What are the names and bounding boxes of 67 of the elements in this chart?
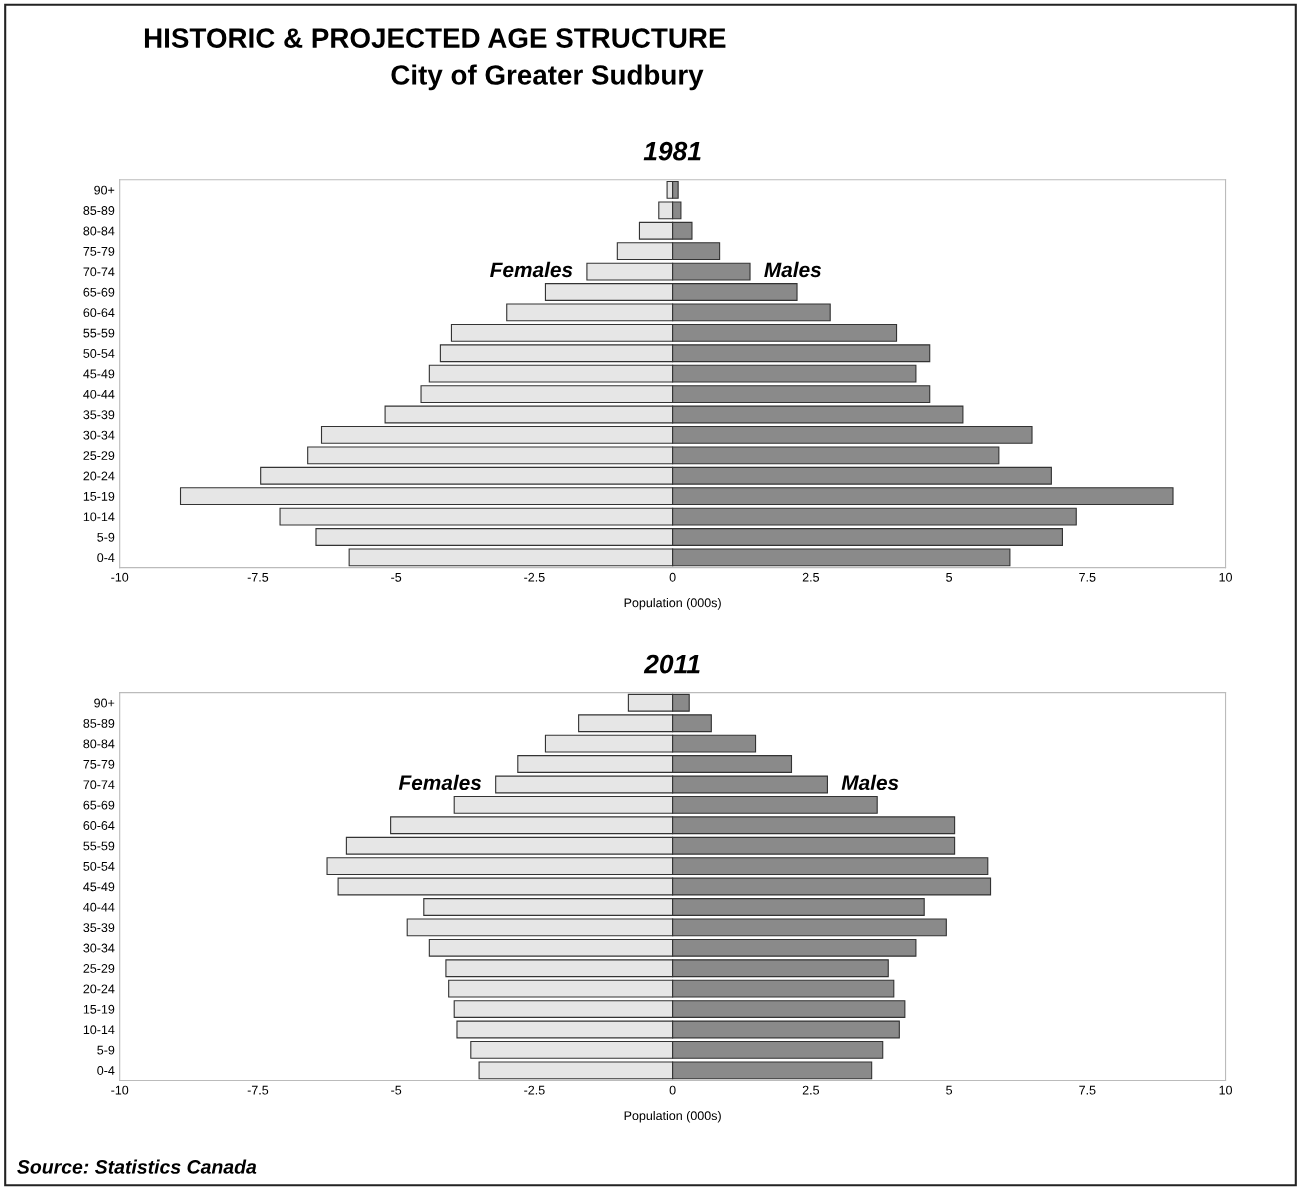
y-tick-label: 90+ [94, 698, 115, 708]
text: City of Greater Sudbury [391, 64, 704, 91]
y-tick-label: 5-9 [97, 1045, 115, 1055]
y-tick-label: 60-64 [83, 821, 115, 830]
y-tick-label: 80-84 [83, 226, 115, 236]
series-label: Males [764, 261, 822, 278]
x-tick-label: 5 [946, 1085, 953, 1095]
y-tick-label: 40-44 [83, 389, 115, 399]
y-tick-label: 90+ [94, 185, 115, 195]
y-tick-label: 75-79 [83, 759, 115, 769]
x-tick-label: 2.5 [802, 1085, 820, 1095]
y-tick-label: 25-29 [83, 964, 115, 973]
y-tick-label: 80-84 [83, 739, 115, 749]
y-tick-label: 45-49 [83, 882, 115, 892]
x-tick-label: 7.5 [1079, 1085, 1096, 1095]
x-tick-label: -10 [111, 572, 129, 582]
y-tick-label: 30-34 [83, 430, 115, 440]
x-tick-label: -7.5 [247, 1085, 269, 1095]
series-label: Females [398, 774, 482, 791]
x-axis-title: Population (000s) [624, 1110, 721, 1123]
chart-title: 1981 [643, 141, 701, 161]
y-tick-label: 70-74 [83, 267, 115, 277]
y-tick-label: 45-49 [83, 369, 115, 379]
y-tick-label: 40-44 [83, 902, 115, 912]
x-tick-label: -10 [111, 1085, 129, 1095]
y-tick-label: 75-79 [83, 246, 115, 256]
y-tick-label: 20-24 [83, 984, 115, 994]
x-tick-label: -5 [391, 1085, 402, 1095]
y-tick-label: 85-89 [83, 206, 115, 215]
y-tick-label: 35-39 [83, 923, 115, 933]
y-tick-label: 55-59 [83, 841, 115, 851]
y-tick-label: 70-74 [83, 780, 115, 790]
x-tick-label: -2.5 [524, 1085, 545, 1095]
x-tick-label: 7.5 [1079, 572, 1096, 582]
y-tick-label: 20-24 [83, 471, 115, 481]
y-tick-label: 10-14 [83, 1025, 115, 1035]
y-tick-label: 25-29 [83, 451, 115, 460]
y-tick-label: 0-4 [97, 1066, 115, 1075]
chart-title: 2011 [643, 654, 700, 674]
y-tick-label: 60-64 [83, 308, 115, 318]
y-tick-label: 10-14 [83, 512, 115, 522]
x-tick-label: 2.5 [802, 572, 820, 582]
x-tick-label: -7.5 [247, 572, 269, 582]
y-tick-label: 0-4 [97, 553, 115, 563]
series-label: Males [841, 774, 899, 791]
x-tick-label: -2.5 [524, 572, 545, 582]
y-tick-label: 30-34 [83, 943, 115, 953]
y-tick-label: 50-54 [83, 349, 115, 358]
x-tick-label: 10 [1219, 572, 1233, 582]
x-tick-label: -5 [391, 572, 402, 582]
y-tick-label: 65-69 [83, 287, 115, 297]
x-tick-label: 0 [669, 1085, 676, 1095]
source-note: Source: Statistics Canada [17, 1159, 257, 1174]
y-tick-label: 65-69 [83, 800, 115, 810]
y-tick-label: 85-89 [83, 719, 115, 728]
x-tick-label: 10 [1219, 1085, 1233, 1095]
x-tick-label: 0 [669, 572, 676, 582]
y-tick-label: 50-54 [83, 861, 115, 871]
x-tick-label: 5 [946, 572, 953, 582]
text: HISTORIC & PROJECTED AGE STRUCTURE [144, 28, 726, 48]
series-label: Females [490, 261, 573, 278]
x-axis-title: Population (000s) [624, 598, 721, 610]
y-tick-label: 15-19 [83, 1004, 115, 1014]
y-tick-label: 15-19 [83, 491, 115, 501]
y-tick-label: 5-9 [97, 532, 115, 542]
y-tick-label: 55-59 [83, 328, 115, 338]
y-tick-label: 35-39 [83, 410, 115, 420]
